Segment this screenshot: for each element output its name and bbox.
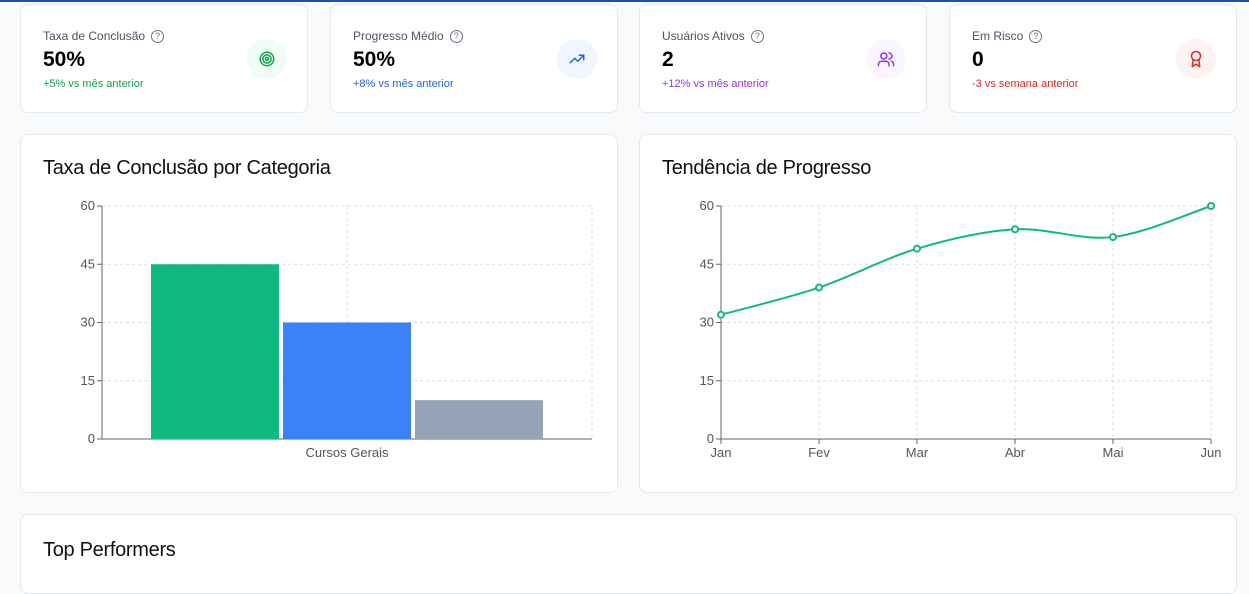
y-tick-label: 30 xyxy=(81,315,95,330)
bar-chart: 0 15 30 45 60 Cursos Gerais xyxy=(81,198,593,460)
kpi-label: Em Risco xyxy=(972,29,1024,43)
award-icon xyxy=(1176,39,1216,79)
help-icon[interactable]: ? xyxy=(449,29,463,43)
x-tick-label: Jan xyxy=(711,445,732,460)
kpi-card: Em Risco? 0 -3 vs semana anterior xyxy=(949,4,1237,113)
bar xyxy=(415,400,543,439)
line-chart-title: Tendência de Progresso xyxy=(662,157,872,179)
bar xyxy=(283,322,411,439)
kpi-value: 2 xyxy=(662,48,674,71)
users-icon xyxy=(866,39,906,79)
y-tick-label: 60 xyxy=(700,198,714,213)
help-icon[interactable]: ? xyxy=(151,29,165,43)
kpi-delta: +8% vs mês anterior xyxy=(353,78,454,90)
data-point xyxy=(1011,225,1019,234)
bar xyxy=(151,264,279,439)
kpi-delta: -3 vs semana anterior xyxy=(972,78,1079,90)
target-icon xyxy=(247,39,287,79)
kpi-value: 50% xyxy=(353,48,396,71)
y-tick-label: 45 xyxy=(700,256,714,271)
x-tick-label: Jun xyxy=(1201,445,1222,460)
x-tick-label: Cursos Gerais xyxy=(305,445,389,460)
y-tick-label: 15 xyxy=(81,373,95,388)
top-performers-card: Top Performers xyxy=(20,514,1237,594)
y-tick-label: 0 xyxy=(707,431,714,446)
y-tick-label: 45 xyxy=(81,256,95,271)
data-point xyxy=(1207,202,1215,210)
kpi-card: Usuários Ativos? 2 +12% vs mês anterior xyxy=(639,4,927,113)
line-chart-card: Tendência de Progresso 0 15 30 45 60 Jan Fev Ma… xyxy=(639,134,1237,493)
y-tick-label: 0 xyxy=(88,431,95,446)
kpi-label: Progresso Médio xyxy=(353,29,444,43)
data-point xyxy=(913,244,921,253)
x-tick-label: Mai xyxy=(1103,445,1124,460)
series-line xyxy=(720,205,1212,316)
kpi-value: 50% xyxy=(43,48,86,71)
kpi-label: Usuários Ativos xyxy=(662,29,745,43)
trending-up-icon xyxy=(557,39,597,79)
top-performers-title: Top Performers xyxy=(43,539,176,561)
kpi-card: Progresso Médio? 50% +8% vs mês anterior xyxy=(330,4,618,113)
data-point xyxy=(1109,233,1117,242)
kpi-label: Taxa de Conclusão xyxy=(43,29,146,43)
bar-chart-card: Taxa de Conclusão por Categoria 0 15 30 45 6… xyxy=(20,134,618,493)
data-point xyxy=(815,283,823,292)
line-chart: 0 15 30 45 60 Jan Fev Mar Abr Mai Jun xyxy=(700,198,1222,460)
kpi-delta: +12% vs mês anterior xyxy=(662,78,769,90)
y-tick-label: 60 xyxy=(81,198,95,213)
kpi-delta: +5% vs mês anterior xyxy=(43,78,144,90)
y-tick-label: 15 xyxy=(700,373,714,388)
x-tick-label: Mar xyxy=(906,445,929,460)
x-tick-label: Abr xyxy=(1005,445,1026,460)
data-point xyxy=(717,310,725,319)
kpi-card: Taxa de Conclusão? 50% +5% vs mês anteri… xyxy=(20,4,308,113)
help-icon[interactable]: ? xyxy=(1029,29,1043,43)
bar-chart-title: Taxa de Conclusão por Categoria xyxy=(43,157,331,179)
x-tick-label: Fev xyxy=(808,445,830,460)
kpi-value: 0 xyxy=(972,48,984,71)
help-icon[interactable]: ? xyxy=(750,29,764,43)
y-tick-label: 30 xyxy=(700,315,714,330)
